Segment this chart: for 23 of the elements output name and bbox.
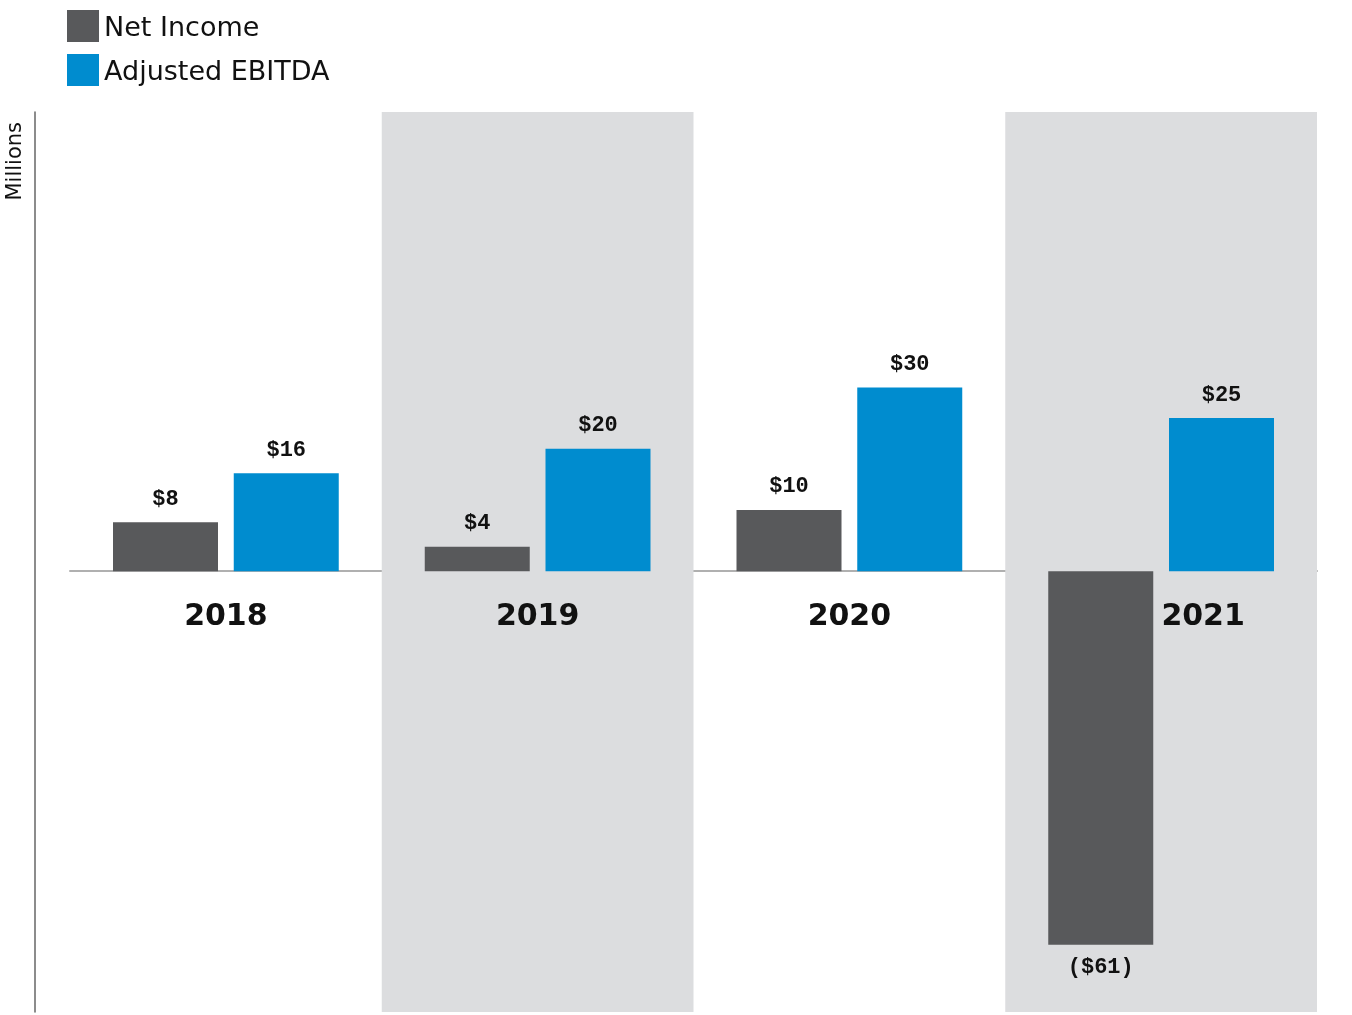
bar bbox=[1169, 418, 1274, 572]
data-label: $30 bbox=[889, 352, 930, 378]
bar bbox=[857, 387, 963, 572]
data-label: $25 bbox=[1201, 382, 1242, 408]
data-label: $10 bbox=[769, 474, 809, 500]
bar bbox=[233, 473, 339, 572]
text: Millions bbox=[2, 122, 26, 201]
bar bbox=[424, 546, 530, 572]
legend-label: Net Income bbox=[104, 10, 260, 42]
data-label: $8 bbox=[152, 486, 179, 512]
data-label: $20 bbox=[578, 413, 618, 439]
data-label: $16 bbox=[266, 437, 307, 463]
legend-label: Adjusted EBITDA bbox=[104, 54, 331, 86]
x-tick-label: 2021 bbox=[1161, 596, 1245, 632]
x-tick-label: 2018 bbox=[184, 596, 268, 632]
bar bbox=[736, 509, 842, 572]
data-label: ($61) bbox=[1067, 955, 1134, 981]
x-tick-label: 2019 bbox=[495, 596, 580, 632]
bar bbox=[1048, 571, 1154, 945]
bar bbox=[113, 522, 218, 572]
data-label: $4 bbox=[464, 511, 491, 537]
bar bbox=[545, 448, 651, 572]
x-tick-label: 2020 bbox=[807, 596, 892, 632]
